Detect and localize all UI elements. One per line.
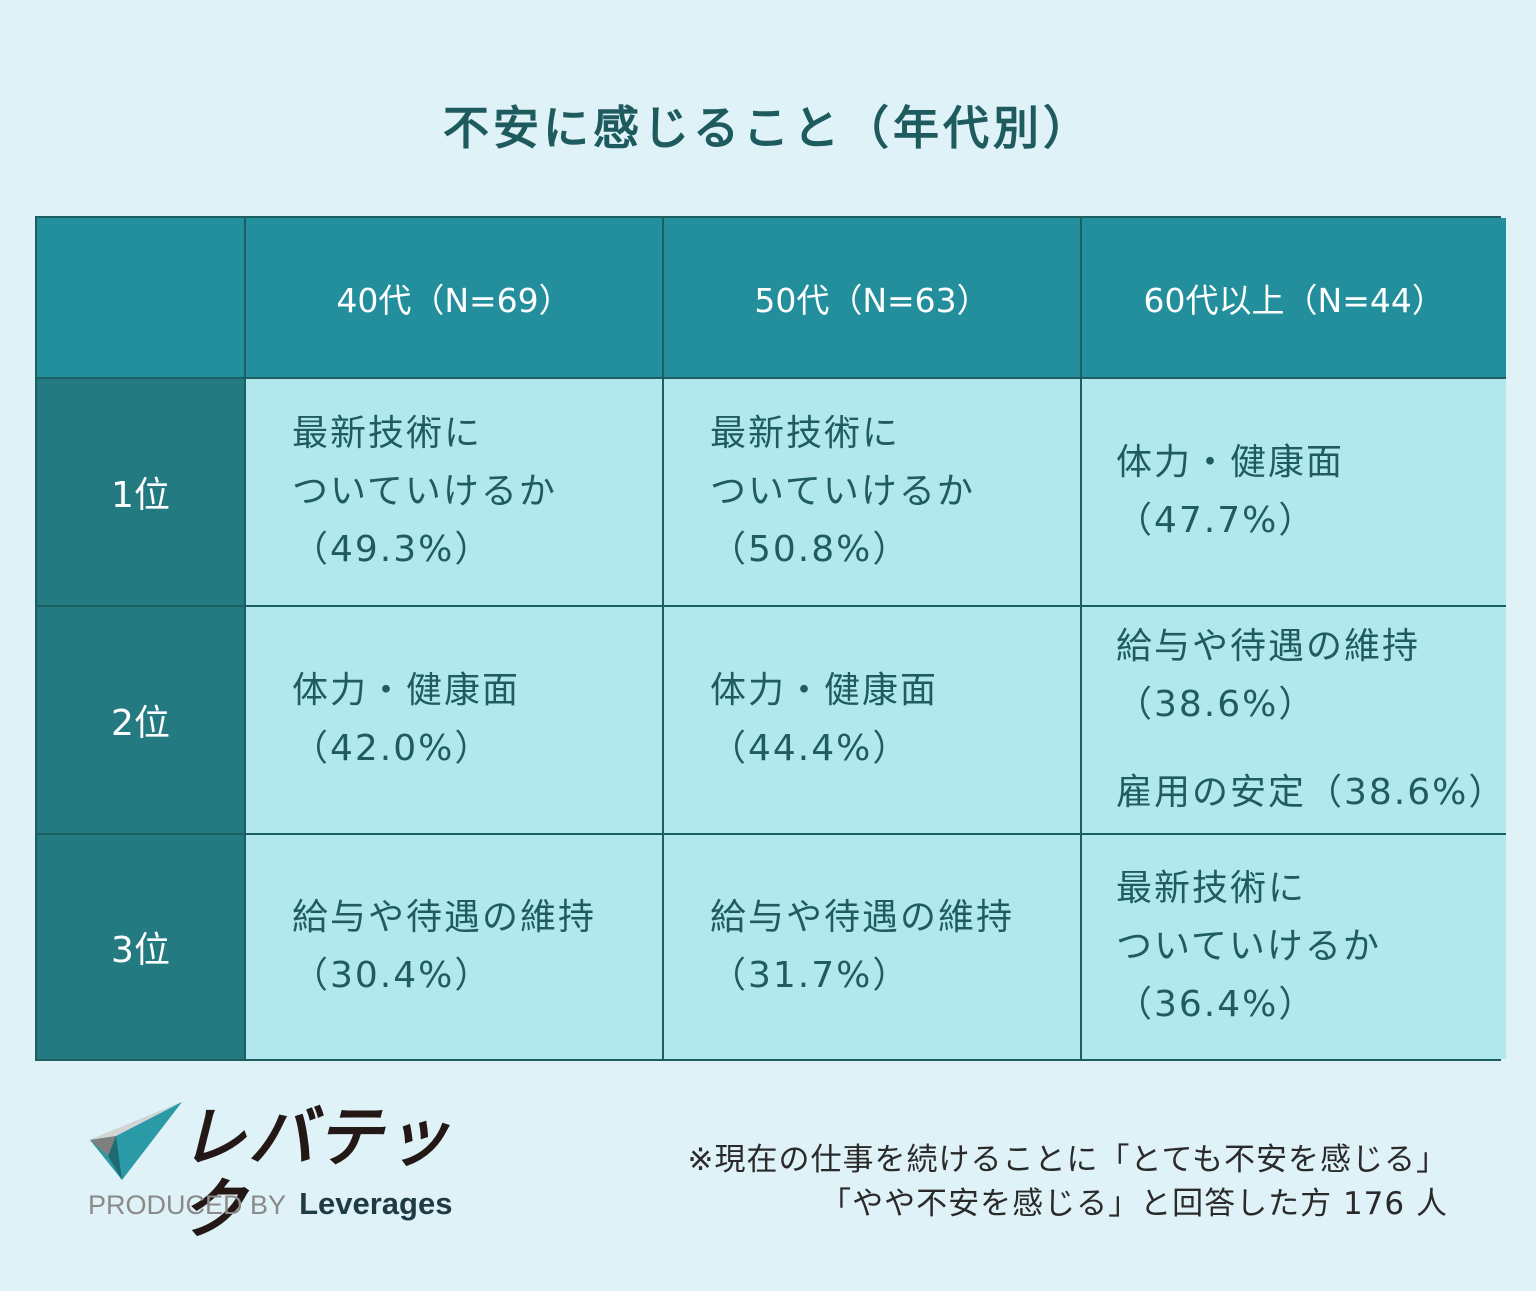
- rank-label-3: 3位: [37, 835, 246, 1059]
- cell-percent: （50.8%）: [710, 529, 911, 570]
- cell-item: 体力・健康面: [292, 670, 521, 711]
- cell-item: ついていけるか: [710, 471, 975, 512]
- column-header-label: 50代（N=63）: [754, 280, 990, 320]
- cell-percent: （44.4%）: [710, 728, 911, 769]
- rank-label-1: 1位: [37, 379, 246, 607]
- cell-percent: （47.7%）: [1116, 500, 1317, 541]
- column-header-label: 60代以上（N=44）: [1143, 280, 1445, 320]
- cell-percent: （30.4%）: [292, 955, 493, 996]
- logo-wordmark: レバテック: [180, 1099, 452, 1248]
- cell-item: 給与や待遇の維持: [1116, 626, 1421, 667]
- spacer: [1116, 734, 1506, 764]
- cell-item: 最新技術に: [292, 413, 483, 454]
- cell-item: ついていけるか: [292, 471, 557, 512]
- cell-item: 給与や待遇の維持: [292, 897, 597, 938]
- produced-by-line: PRODUCED BY Leverages: [88, 1186, 452, 1222]
- produced-by-label: PRODUCED BY: [88, 1190, 286, 1220]
- table-cell: 体力・健康面 （47.7%）: [1082, 379, 1507, 607]
- table-cell: 給与や待遇の維持 （30.4%）: [246, 835, 664, 1059]
- cell-percent: （36.4%）: [1116, 984, 1317, 1025]
- table-cell: 給与や待遇の維持 （31.7%）: [664, 835, 1082, 1059]
- cell-item: 体力・健康面: [1116, 442, 1345, 483]
- cell-item: 給与や待遇の維持: [710, 897, 1015, 938]
- table-cell: 給与や待遇の維持 （38.6%） 雇用の安定（38.6%）: [1082, 607, 1507, 835]
- table-cell: 最新技術に ついていけるか （50.8%）: [664, 379, 1082, 607]
- levtech-logo: レバテック PRODUCED BY Leverages: [88, 1100, 468, 1246]
- page-title: 不安に感じること（年代別）: [443, 101, 1093, 155]
- cell-item: ついていけるか: [1116, 926, 1381, 967]
- table-cell: 体力・健康面 （44.4%）: [664, 607, 1082, 835]
- ranking-table: 40代（N=69） 50代（N=63） 60代以上（N=44） 1位 最新技術に…: [35, 216, 1507, 1061]
- logo-mark-icon: [90, 1102, 182, 1180]
- cell-item: 最新技術に: [710, 413, 901, 454]
- footnote: ※現在の仕事を続けることに「とても不安を感じる」 「やや不安を感じる」と回答した…: [688, 1138, 1449, 1226]
- rank-text: 2位: [111, 703, 170, 744]
- cell-percent: （49.3%）: [292, 529, 493, 570]
- cell-percent: （31.7%）: [710, 955, 911, 996]
- cell-item: 雇用の安定（38.6%）: [1116, 772, 1507, 813]
- cell-percent: （42.0%）: [292, 728, 493, 769]
- footnote-line-2: 「やや不安を感じる」と回答した方 176 人: [820, 1186, 1448, 1222]
- leverages-brand: Leverages: [299, 1186, 453, 1221]
- table-cell: 最新技術に ついていけるか （36.4%）: [1082, 835, 1507, 1059]
- column-header-label: 40代（N=69）: [336, 280, 572, 320]
- cell-item: 体力・健康面: [710, 670, 939, 711]
- cell-item: 最新技術に: [1116, 868, 1307, 909]
- table-corner: [37, 218, 246, 379]
- rank-text: 1位: [111, 475, 170, 516]
- table-cell: 体力・健康面 （42.0%）: [246, 607, 664, 835]
- rank-text: 3位: [111, 930, 170, 971]
- cell-percent: （38.6%）: [1116, 684, 1317, 725]
- footnote-line-1: ※現在の仕事を続けることに「とても不安を感じる」: [687, 1142, 1448, 1178]
- rank-label-2: 2位: [37, 607, 246, 835]
- column-header-50s: 50代（N=63）: [664, 218, 1082, 379]
- column-header-60s-plus: 60代以上（N=44）: [1082, 218, 1507, 379]
- column-header-40s: 40代（N=69）: [246, 218, 664, 379]
- table-cell: 最新技術に ついていけるか （49.3%）: [246, 379, 664, 607]
